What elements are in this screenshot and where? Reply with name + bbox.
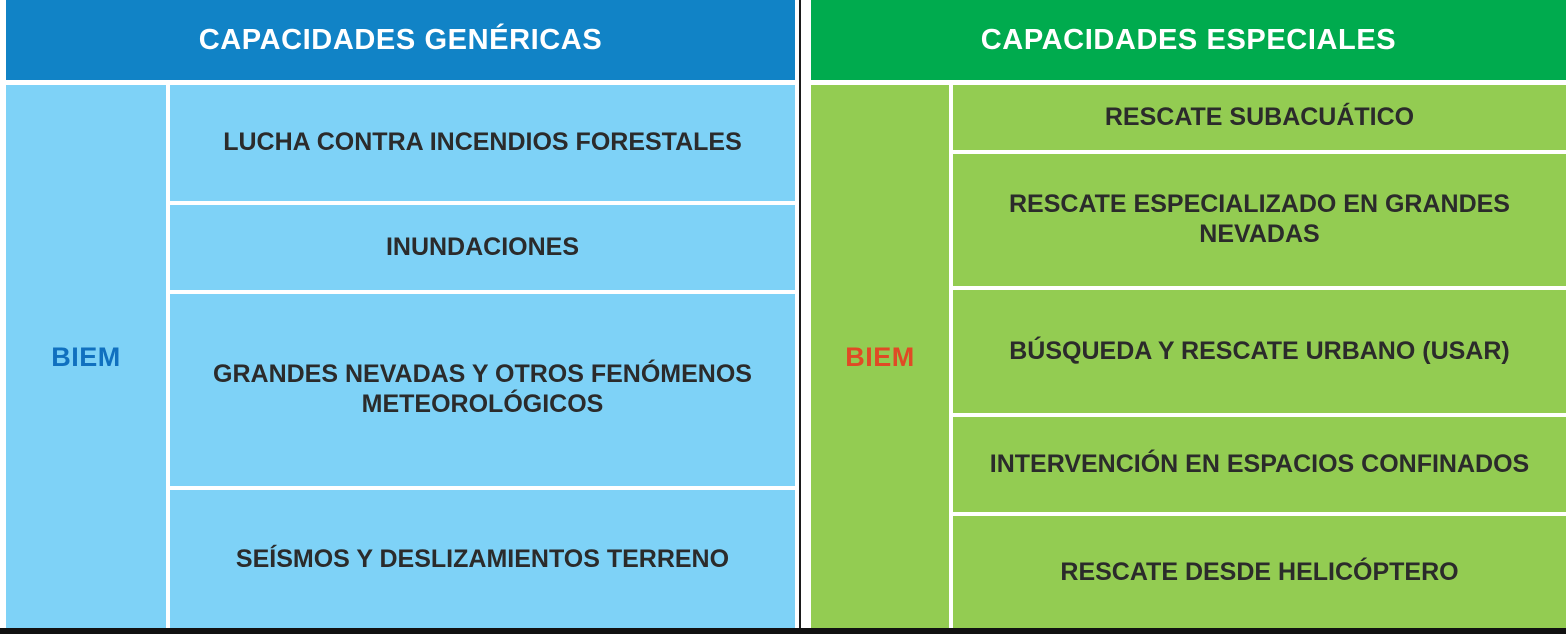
panel-header-especiales: CAPACIDADES ESPECIALES (811, 0, 1566, 80)
panel-header-genericas: CAPACIDADES GENÉRICAS (6, 0, 795, 80)
capability-row: SEÍSMOS Y DESLIZAMIENTOS TERRENO (170, 490, 795, 631)
capability-row: RESCATE DESDE HELICÓPTERO (953, 515, 1566, 630)
label-biem-genericas: BIEM (6, 85, 170, 630)
panel-body-especiales: BIEM RESCATE SUBACUÁTICO RESCATE ESPECIA… (805, 80, 1566, 634)
label-biem-especiales: BIEM (811, 85, 953, 630)
panel-body-genericas: BIEM LUCHA CONTRA INCENDIOS FORESTALES I… (0, 80, 795, 634)
capability-row: GRANDES NEVADAS Y OTROS FENÓMENOS METEOR… (170, 293, 795, 491)
rows-especiales: RESCATE SUBACUÁTICO RESCATE ESPECIALIZAD… (953, 85, 1566, 630)
rows-genericas: LUCHA CONTRA INCENDIOS FORESTALES INUNDA… (170, 85, 795, 631)
capability-row: RESCATE ESPECIALIZADO EN GRANDES NEVADAS (953, 153, 1566, 290)
bottom-edge-strip (0, 628, 1566, 634)
panel-capacidades-especiales: CAPACIDADES ESPECIALES BIEM RESCATE SUBA… (805, 0, 1566, 634)
capability-row: INTERVENCIÓN EN ESPACIOS CONFINADOS (953, 417, 1566, 516)
capability-row: INUNDACIONES (170, 204, 795, 294)
capability-row: BÚSQUEDA Y RESCATE URBANO (USAR) (953, 289, 1566, 418)
panel-divider (795, 0, 805, 634)
panel-capacidades-genericas: CAPACIDADES GENÉRICAS BIEM LUCHA CONTRA … (0, 0, 795, 634)
capability-row: LUCHA CONTRA INCENDIOS FORESTALES (170, 85, 795, 205)
capability-row: RESCATE SUBACUÁTICO (953, 85, 1566, 154)
